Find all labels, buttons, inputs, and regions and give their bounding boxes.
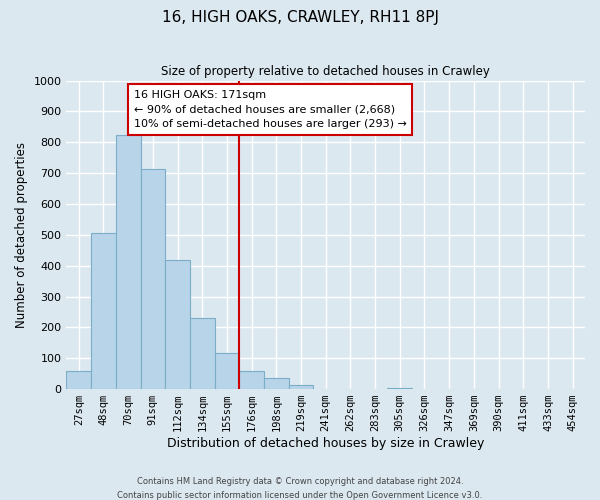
Bar: [289, 386, 313, 389]
Bar: [239, 372, 264, 389]
Title: Size of property relative to detached houses in Crawley: Size of property relative to detached ho…: [161, 65, 490, 78]
Bar: [264, 378, 289, 389]
Bar: [165, 260, 190, 389]
Bar: [116, 134, 140, 389]
Text: 16 HIGH OAKS: 171sqm
← 90% of detached houses are smaller (2,668)
10% of semi-de: 16 HIGH OAKS: 171sqm ← 90% of detached h…: [134, 90, 407, 130]
Bar: [67, 372, 91, 389]
Y-axis label: Number of detached properties: Number of detached properties: [15, 142, 28, 328]
Bar: [388, 388, 412, 389]
Bar: [91, 234, 116, 389]
Bar: [190, 318, 215, 389]
Text: 16, HIGH OAKS, CRAWLEY, RH11 8PJ: 16, HIGH OAKS, CRAWLEY, RH11 8PJ: [161, 10, 439, 25]
X-axis label: Distribution of detached houses by size in Crawley: Distribution of detached houses by size …: [167, 437, 484, 450]
Text: Contains HM Land Registry data © Crown copyright and database right 2024.
Contai: Contains HM Land Registry data © Crown c…: [118, 478, 482, 500]
Bar: [140, 170, 165, 389]
Bar: [215, 352, 239, 389]
